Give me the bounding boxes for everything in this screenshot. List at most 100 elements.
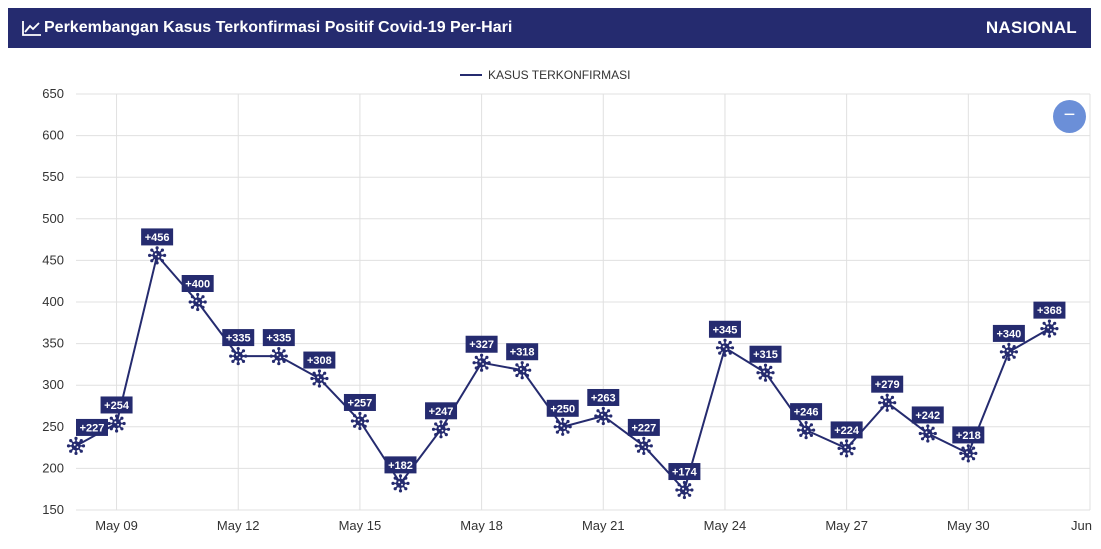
virus-spike-tip: [325, 376, 329, 381]
virus-icon[interactable]: [107, 414, 126, 433]
virus-spot: [685, 490, 687, 493]
virus-spike-tip: [804, 421, 808, 425]
virus-spike-tip: [647, 439, 651, 443]
virus-icon[interactable]: [148, 246, 167, 265]
virus-icon[interactable]: [513, 361, 532, 380]
virus-spike-tip: [404, 476, 408, 480]
virus-icon[interactable]: [959, 444, 978, 463]
virus-spike-tip: [201, 295, 205, 299]
virus-spike-tip: [120, 416, 124, 420]
virus-icon[interactable]: [350, 411, 369, 431]
virus-body: [679, 485, 689, 495]
virus-spike-tip: [434, 422, 438, 426]
virus-spot: [766, 373, 768, 375]
virus-spike-tip: [107, 421, 111, 426]
x-tick-label: May 12: [217, 518, 260, 533]
x-tick-label: May 21: [582, 518, 625, 533]
virus-spike-tip: [845, 439, 849, 443]
virus-spike-tip: [566, 419, 570, 424]
virus-icon[interactable]: [310, 369, 329, 388]
virus-spot: [763, 370, 766, 373]
virus-spike-tip: [406, 481, 410, 485]
virus-icon[interactable]: [553, 417, 572, 436]
virus-spike-tip: [566, 430, 570, 434]
virus-icon[interactable]: [878, 393, 897, 412]
virus-icon[interactable]: [837, 439, 856, 458]
virus-spike-tip: [852, 446, 856, 450]
virus-spike-tip: [439, 435, 443, 439]
virus-spike-tip: [758, 376, 762, 380]
virus-icon[interactable]: [269, 347, 288, 366]
virus-icon[interactable]: [66, 436, 86, 455]
virus-spike-tip: [561, 432, 565, 436]
virus-spike-tip: [122, 421, 126, 426]
virus-spike-tip: [160, 248, 164, 252]
virus-spike-tip: [553, 425, 557, 429]
virus-spike-tip: [229, 354, 233, 358]
data-label-box: [708, 320, 741, 338]
data-label-box: [425, 402, 458, 420]
virus-body: [112, 418, 122, 429]
virus-spike-tip: [837, 446, 841, 450]
virus-spike-tip: [799, 423, 803, 427]
virus-spike-tip: [358, 411, 362, 416]
virus-spike-tip: [1012, 345, 1016, 349]
data-label-box: [181, 275, 214, 292]
virus-spike-tip: [69, 449, 73, 453]
virus-spot: [641, 443, 644, 446]
virus-spike-tip: [446, 427, 451, 431]
data-label-box: [343, 393, 376, 411]
virus-spike-tip: [675, 488, 679, 492]
virus-spike-tip: [317, 369, 321, 373]
data-label-box: [303, 351, 336, 369]
virus-spike-tip: [601, 421, 605, 426]
virus-spike-tip: [647, 449, 651, 453]
virus-spot: [320, 378, 322, 381]
virus-icon[interactable]: [1040, 319, 1059, 338]
virus-spike-tip: [353, 424, 357, 428]
virus-spike-tip: [79, 439, 83, 443]
x-tick-label: May 15: [339, 518, 382, 533]
virus-spot: [438, 427, 441, 430]
virus-spike-tip: [525, 373, 530, 378]
virus-icon[interactable]: [229, 347, 248, 366]
virus-icon[interactable]: [918, 424, 937, 443]
virus-spike-tip: [150, 259, 154, 263]
virus-spike-tip: [201, 305, 205, 309]
virus-spike-tip: [1007, 357, 1011, 361]
virus-body: [558, 422, 568, 432]
virus-spike-tip: [677, 483, 681, 487]
virus-spike-tip: [804, 436, 808, 440]
legend[interactable]: KASUS TERKONFIRMASI: [460, 68, 630, 82]
virus-icon[interactable]: [675, 480, 694, 500]
virus-icon[interactable]: [594, 406, 613, 426]
virus-spike-tip: [487, 361, 491, 365]
virus-icon[interactable]: [715, 338, 735, 357]
virus-body: [1004, 347, 1014, 357]
data-label: +315: [753, 349, 778, 361]
data-label: +227: [80, 422, 105, 434]
virus-spike-tip: [797, 428, 801, 432]
virus-icon[interactable]: [431, 420, 451, 439]
virus-spike-tip: [190, 305, 194, 309]
virus-icon[interactable]: [188, 292, 207, 312]
zoom-out-button[interactable]: −: [1053, 100, 1086, 133]
data-label-box: [465, 335, 498, 353]
virus-icon[interactable]: [634, 436, 653, 455]
virus-icon[interactable]: [756, 363, 775, 382]
data-label-box: [1033, 301, 1066, 319]
virus-spike-tip: [596, 409, 600, 413]
virus-spike-tip: [959, 451, 963, 455]
virus-spot: [479, 360, 482, 363]
data-label-box: [871, 375, 904, 393]
virus-spot: [117, 423, 119, 426]
virus-icon[interactable]: [999, 342, 1018, 361]
virus-icon[interactable]: [472, 353, 491, 372]
virus-icon[interactable]: [391, 474, 410, 493]
virus-spike-tip: [365, 419, 369, 423]
virus-spike-tip: [244, 354, 248, 358]
virus-spot: [398, 481, 401, 484]
virus-spike-tip: [398, 474, 403, 478]
virus-icon[interactable]: [797, 421, 816, 440]
data-label-box: [76, 418, 108, 436]
